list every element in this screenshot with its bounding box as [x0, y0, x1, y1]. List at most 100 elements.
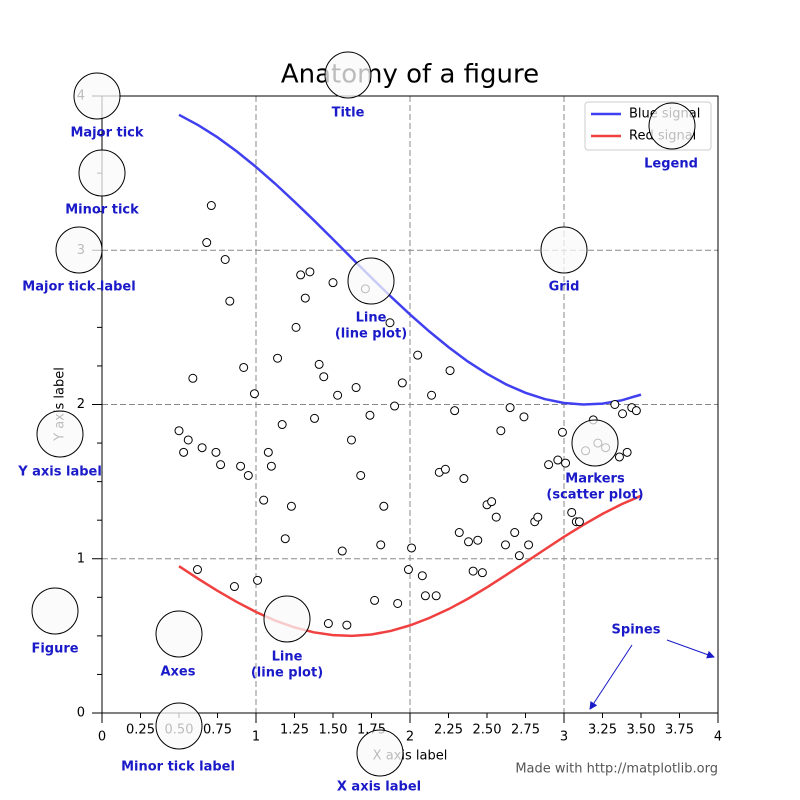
scatter-marker: [459, 474, 469, 484]
scatter-marker: [561, 458, 571, 468]
annotation-label: Figure: [31, 642, 78, 657]
scatter-marker: [468, 566, 478, 576]
scatter-marker: [277, 420, 287, 430]
scatter-marker: [323, 619, 333, 629]
annotation-arrow: [666, 639, 715, 659]
scatter-marker: [454, 528, 464, 538]
x-minor-tick-label: 2.75: [511, 723, 540, 738]
scatter-marker: [243, 470, 253, 480]
x-tick-label: 1: [252, 730, 260, 745]
x-tick-label: 2: [406, 730, 414, 745]
scatter-marker: [385, 318, 395, 328]
annotation-circle: [78, 149, 126, 197]
scatter-marker: [192, 565, 202, 575]
annotation-arrow: [589, 644, 633, 710]
scatter-marker: [473, 535, 483, 545]
scatter-marker: [622, 447, 632, 457]
annotation-label: Minor tick: [65, 203, 139, 218]
annotation-label: Y axis label: [17, 465, 102, 480]
scatter-marker: [631, 406, 641, 416]
scatter-marker: [487, 497, 497, 507]
scatter-marker: [413, 350, 423, 360]
scatter-marker: [216, 460, 226, 470]
x-tick-label: 4: [714, 730, 722, 745]
scatter-marker: [610, 400, 620, 409]
scatter-marker: [291, 322, 301, 332]
scatter-marker: [514, 551, 524, 561]
scatter-marker: [557, 427, 567, 437]
scatter-marker: [397, 378, 407, 388]
y-tick-label: 1: [77, 551, 85, 566]
scatter-marker: [337, 546, 347, 556]
scatter-marker: [440, 464, 450, 474]
annotation-circle: [155, 702, 203, 750]
annotation-circle: [73, 72, 121, 120]
scatter-marker: [505, 403, 515, 413]
x-minor-tick-label: 3.75: [665, 723, 694, 738]
scatter-marker: [310, 413, 320, 423]
scatter-marker: [365, 410, 375, 420]
x-minor-tick-label: 3.25: [588, 723, 617, 738]
scatter-marker: [314, 359, 324, 369]
annotation-label: Markers: [565, 472, 625, 487]
scatter-marker: [500, 540, 510, 550]
scatter-marker: [379, 501, 389, 511]
scatter-marker: [253, 575, 263, 585]
scatter-marker: [420, 591, 430, 601]
scatter-marker: [553, 455, 563, 465]
scatter-marker: [431, 591, 441, 601]
scatter-marker: [450, 406, 460, 416]
scatter-marker: [390, 401, 400, 411]
x-tick-label: 0: [98, 730, 106, 745]
scatter-marker: [211, 447, 221, 457]
annotation-circle: [571, 419, 619, 467]
annotation-label: Major tick label: [22, 280, 135, 295]
annotation-label: Minor tick label: [121, 760, 235, 775]
scatter-marker: [342, 620, 352, 630]
annotation-circle: [36, 410, 84, 458]
scatter-marker: [445, 366, 455, 376]
scatter-marker: [376, 540, 386, 550]
y-tick-label: 2: [77, 397, 85, 412]
scatter-marker: [393, 598, 403, 608]
x-minor-tick-label: 3.50: [627, 723, 656, 738]
chart-title: Anatomy of a figure: [281, 60, 539, 90]
scatter-marker: [333, 390, 343, 400]
scatter-marker: [280, 534, 290, 544]
annotation-label: Line: [272, 650, 303, 665]
scatter-marker: [351, 383, 361, 393]
annotation-circle: [540, 226, 588, 274]
scatter-marker: [567, 507, 577, 517]
scatter-marker: [533, 512, 543, 522]
scatter-marker: [524, 540, 534, 550]
scatter-marker: [236, 461, 246, 471]
scatter-marker: [300, 293, 310, 303]
annotation-circle: [31, 587, 79, 635]
scatter-marker: [614, 452, 624, 462]
annotation-label: Legend: [644, 157, 698, 172]
scatter-marker: [188, 373, 198, 383]
scatter-marker: [179, 447, 189, 457]
scatter-marker: [574, 517, 584, 527]
scatter-marker: [370, 595, 380, 605]
scatter-marker: [296, 270, 306, 280]
annotation-circle: [55, 226, 103, 274]
scatter-marker: [346, 435, 356, 445]
scatter-marker: [496, 426, 506, 436]
annotation-label: (scatter plot): [546, 488, 643, 503]
annotation-circle: [155, 610, 203, 658]
scatter-marker: [328, 278, 338, 288]
x-minor-tick-label: 1.25: [280, 723, 309, 738]
scatter-marker: [266, 461, 276, 471]
scatter-marker: [174, 426, 184, 436]
scatter-marker: [220, 255, 230, 265]
annotation-label: Major tick: [70, 126, 143, 141]
annotation-label: Line: [356, 311, 387, 326]
scatter-marker: [225, 296, 235, 306]
annotation-circle: [324, 51, 372, 99]
x-tick-label: 3: [560, 730, 568, 745]
scatter-marker: [249, 389, 259, 399]
annotation-circle: [356, 729, 404, 777]
x-minor-tick-label: 0.75: [203, 723, 232, 738]
annotation-label: (line plot): [251, 666, 323, 681]
